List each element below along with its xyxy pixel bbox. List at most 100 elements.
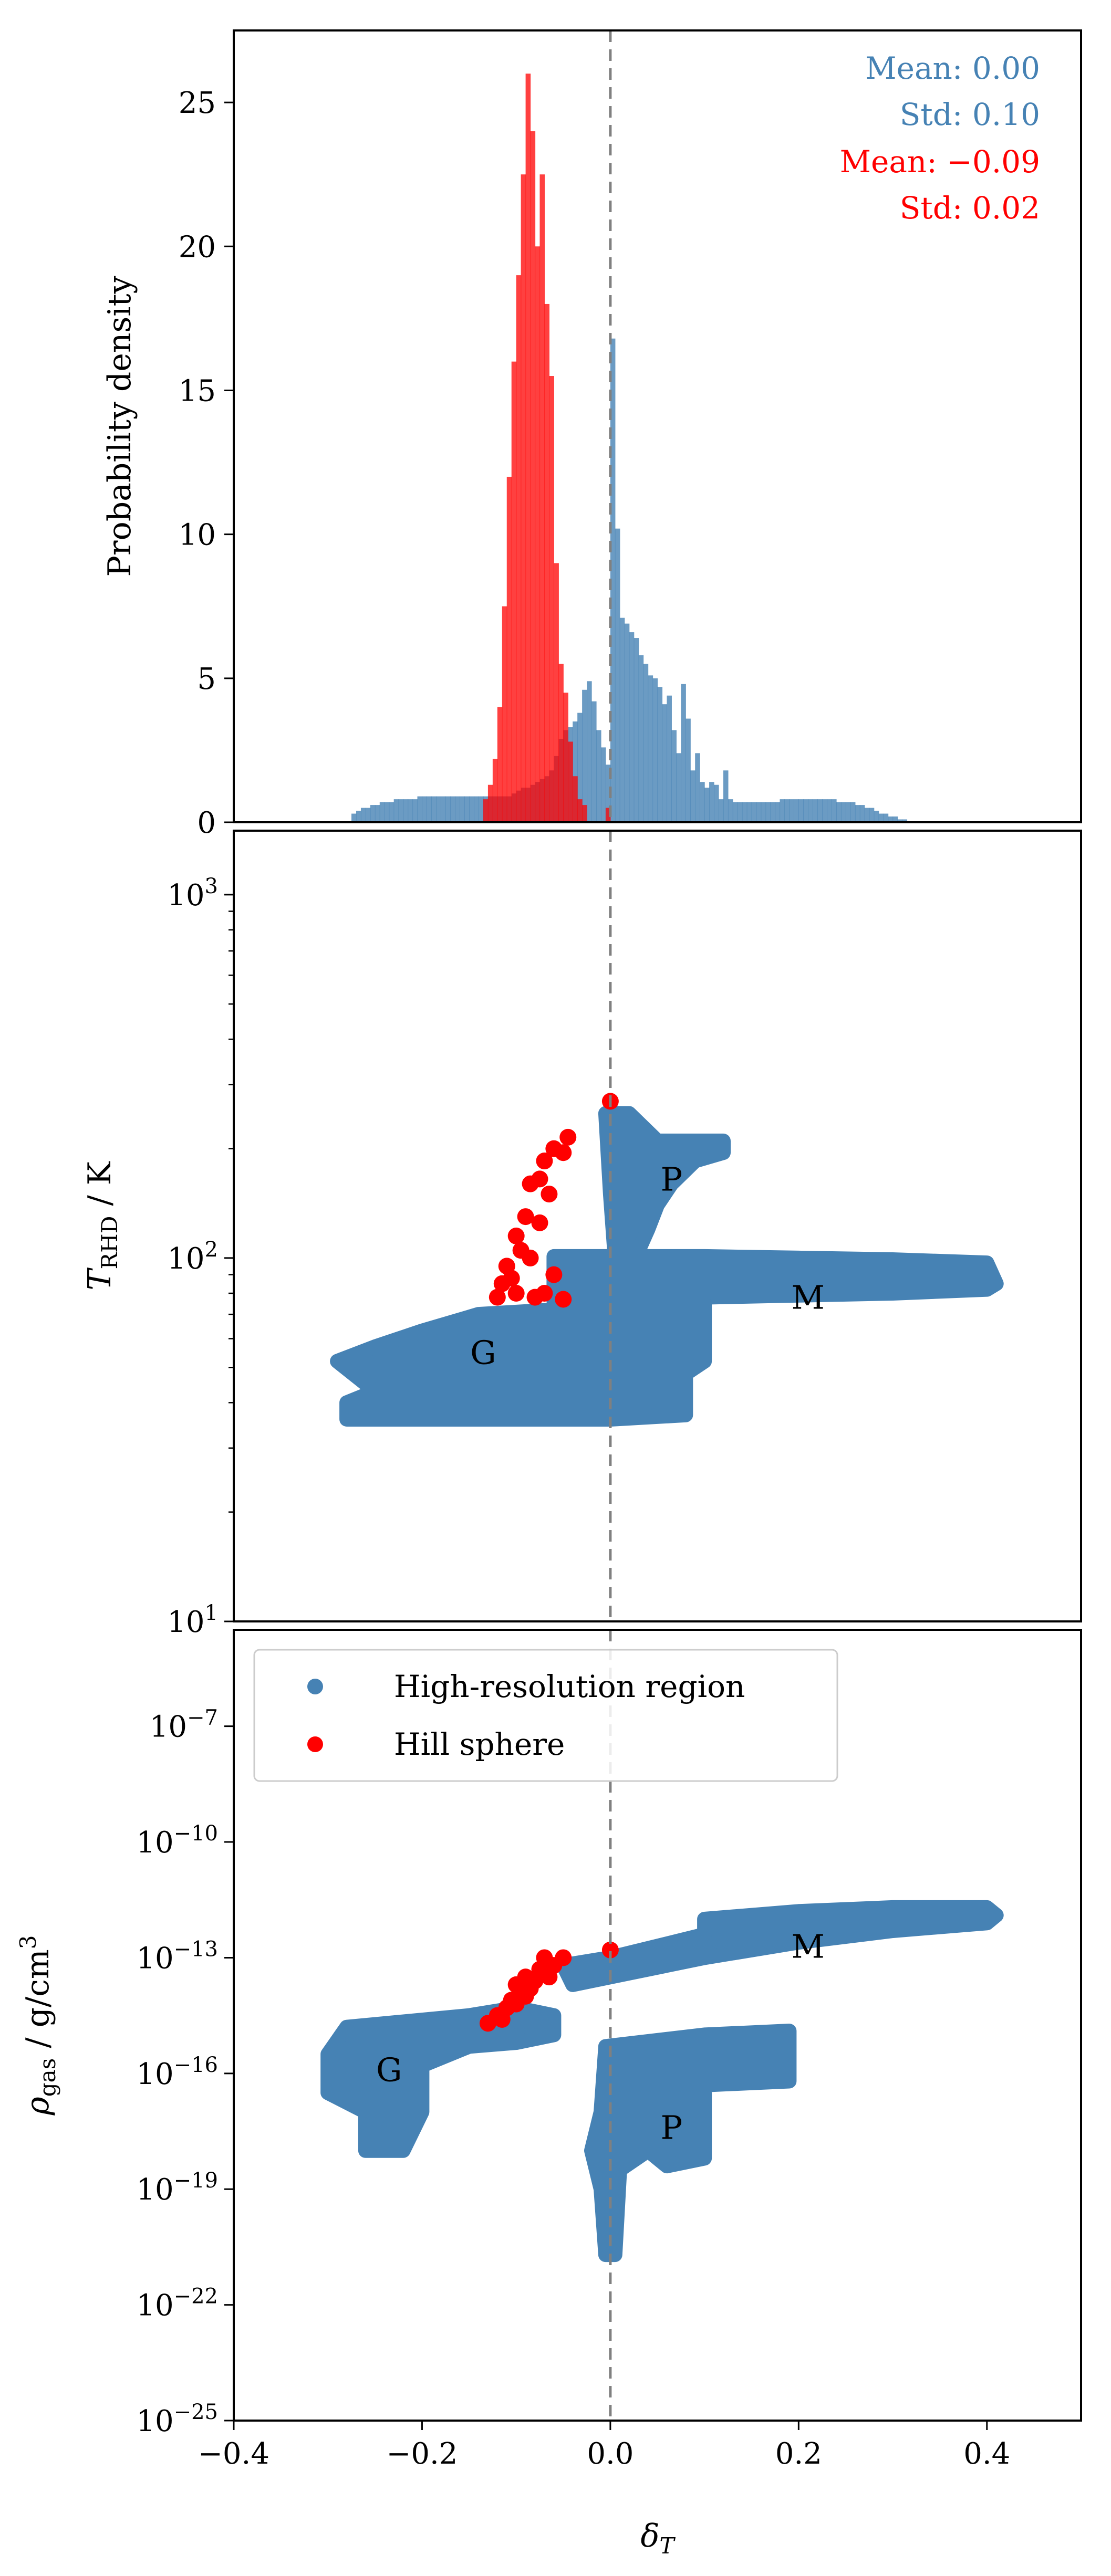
hill-sphere-point xyxy=(536,1285,553,1302)
histogram-bar xyxy=(832,799,837,822)
histogram-bar xyxy=(883,813,889,822)
hill-sphere-point xyxy=(545,1140,563,1157)
hill-sphere-point xyxy=(531,1214,548,1231)
histogram-bar xyxy=(864,808,870,822)
histogram-bar xyxy=(422,796,428,822)
y-ticks: 10−25 10−22 10−19 10−16 10−13 10−10 10−7 xyxy=(136,1706,234,2438)
histogram-bar xyxy=(878,813,884,822)
histogram-bar xyxy=(859,805,865,822)
histogram-bar xyxy=(897,819,903,822)
histogram-bar xyxy=(521,174,526,822)
histogram-bar xyxy=(554,563,559,822)
hill-sphere-point xyxy=(522,1249,539,1266)
histogram-bar xyxy=(605,765,611,822)
x-tick-label: 0.0 xyxy=(587,2437,634,2471)
histogram-bar xyxy=(638,655,644,822)
histogram-bar xyxy=(431,796,437,822)
histogram-bar xyxy=(817,799,823,822)
histogram-bar xyxy=(427,796,432,822)
y-tick-label: 10−7 xyxy=(150,1706,218,1744)
histogram-bar xyxy=(398,799,404,822)
histogram-bar xyxy=(700,782,705,822)
histogram-bar xyxy=(568,741,573,822)
histogram-bar xyxy=(610,338,616,822)
hill-sphere-point xyxy=(559,1128,577,1146)
hill-sphere-point xyxy=(555,1291,572,1308)
hill-sphere-point xyxy=(541,1968,558,1986)
histogram-bar xyxy=(676,753,681,822)
histogram-bar xyxy=(681,684,686,822)
histogram-bar xyxy=(902,819,908,822)
region-labels: P M G xyxy=(470,1160,825,1371)
hill-sphere-point xyxy=(507,1227,525,1244)
hill-sphere-point xyxy=(541,1186,558,1203)
y-axis-label: TRHD / K xyxy=(81,1161,122,1290)
histogram-bar xyxy=(582,805,587,822)
histogram-bar xyxy=(375,805,380,822)
histogram-bar xyxy=(619,617,625,822)
y-tick-label: 20 xyxy=(179,230,216,264)
histogram-bar xyxy=(511,361,517,822)
histogram-bar xyxy=(487,784,493,822)
histogram-bar xyxy=(587,681,592,822)
histogram-bar xyxy=(742,802,747,822)
histogram-bar xyxy=(662,704,668,822)
region-g xyxy=(330,1296,712,1427)
histogram-bar xyxy=(455,796,460,822)
histogram-bar xyxy=(356,811,361,822)
axes-frame xyxy=(233,830,1082,1622)
histogram-bar xyxy=(686,718,691,822)
region-m xyxy=(556,1900,1004,1992)
annotation-std-blue: Std: 0.10 xyxy=(900,97,1040,132)
y-ticks: 0 5 10 15 20 25 xyxy=(179,86,234,840)
hill-sphere-point xyxy=(507,1285,525,1302)
hill-sphere-point xyxy=(503,1270,520,1287)
y-ticks: 101 102 103 xyxy=(167,874,234,1639)
histogram-bar xyxy=(360,808,366,822)
axes-frame xyxy=(233,1629,1082,2422)
histogram-bar xyxy=(808,799,813,822)
histogram-bar xyxy=(441,796,446,822)
hill-sphere-point xyxy=(493,2010,511,2028)
annotation-mean-blue: Mean: 0.00 xyxy=(865,50,1040,86)
y-tick-label: 10−19 xyxy=(136,2169,218,2207)
histogram-bar xyxy=(591,701,597,822)
histogram-bar xyxy=(408,799,413,822)
x-tick-label: −0.4 xyxy=(198,2437,269,2471)
histogram-bar xyxy=(822,799,827,822)
histogram-bar xyxy=(549,376,554,822)
histogram-bar xyxy=(789,799,794,822)
histogram-bar xyxy=(732,802,738,822)
histogram-bar xyxy=(558,664,564,822)
histogram-bar xyxy=(474,796,479,822)
histogram-bars-hill-sphere xyxy=(483,74,611,823)
histogram-bar xyxy=(765,802,771,822)
annotation-std-red: Std: 0.02 xyxy=(900,190,1040,226)
histogram-bar xyxy=(845,802,851,822)
stats-annotations: Mean: 0.00 Std: 0.10 Mean: −0.09 Std: 0.… xyxy=(840,50,1040,226)
histogram-bar xyxy=(803,799,808,822)
histogram-bar xyxy=(704,788,710,822)
region-label-p: P xyxy=(661,1160,683,1198)
legend: High-resolution region Hill sphere xyxy=(253,1649,838,1782)
histogram-bar xyxy=(596,730,601,822)
histogram-bar xyxy=(403,799,409,822)
y-tick-label: 15 xyxy=(179,374,216,408)
histogram-bar xyxy=(775,802,781,822)
histogram-bar xyxy=(643,664,649,822)
y-tick-label: 10−22 xyxy=(136,2285,218,2323)
histogram-bar xyxy=(874,811,879,822)
histogram-bars-high-resolution xyxy=(351,338,908,822)
histogram-bar xyxy=(525,74,531,823)
histogram-bar xyxy=(436,796,441,822)
histogram-bar xyxy=(600,747,606,822)
histogram-bar xyxy=(351,813,357,822)
annotation-mean-red: Mean: −0.09 xyxy=(840,144,1040,180)
x-axis-label: δT xyxy=(640,2518,676,2559)
histogram-bar xyxy=(492,759,498,822)
histogram-bar xyxy=(737,802,743,822)
histogram-bar xyxy=(516,275,522,822)
hill-sphere-point xyxy=(489,1289,506,1306)
